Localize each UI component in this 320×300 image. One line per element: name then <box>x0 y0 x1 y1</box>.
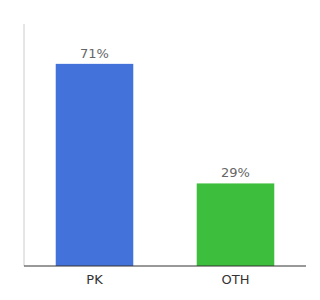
data-label: 29% <box>221 165 250 180</box>
background <box>0 0 320 300</box>
y-axis-line <box>24 24 25 266</box>
bar <box>56 64 134 266</box>
x-tick-label: PK <box>86 272 103 287</box>
chart-container: PK OTH 71% 29% <box>0 0 320 300</box>
data-label: 71% <box>80 46 109 61</box>
x-axis-line <box>24 266 306 267</box>
plot-area: PK OTH 71% 29% <box>24 24 306 287</box>
bar <box>197 183 275 266</box>
chart-svg: PK OTH 71% 29% <box>0 0 320 300</box>
bars <box>56 64 275 266</box>
x-tick-label: OTH <box>222 272 250 287</box>
